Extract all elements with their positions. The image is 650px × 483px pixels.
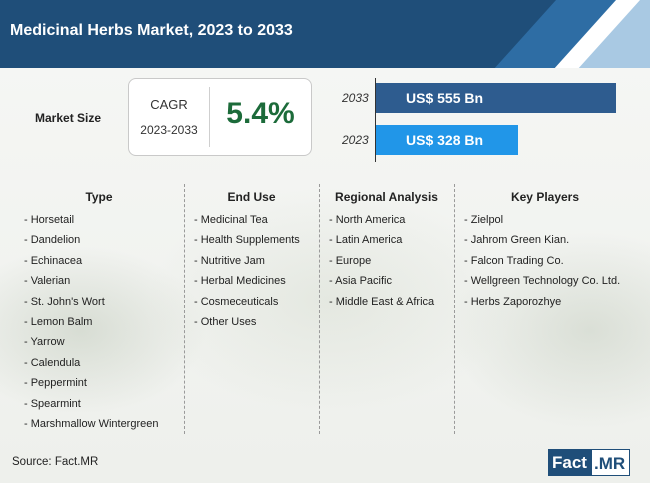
factmr-logo: Fact .MR [548,449,631,476]
market-size-label: Market Size [35,111,102,125]
list-item: - Jahrom Green Kian. [464,234,570,247]
list-item: - North America [329,214,406,226]
column-divider [454,184,455,434]
column-heading: End Use [227,190,276,204]
list-item: - Echinacea [24,254,83,267]
bar-axis [375,78,376,162]
list-item: - Spearmint [24,397,81,410]
list-item: - Marshmallow Wintergreen [24,418,159,431]
list-item: - Health Supplements [194,234,300,247]
cagr-label: CAGR [150,97,188,112]
list-item: - Lemon Balm [24,316,93,329]
list-item: - Herbs Zaporozhye [464,295,562,308]
cagr-card: CAGR 2023-2033 5.4% [128,78,312,156]
list-item: - Horsetail [24,214,75,226]
list-item: - Yarrow [24,336,65,349]
bar-year-label: 2023 [342,133,369,147]
list-item: - Calendula [24,356,81,369]
list-item: - Falcon Trading Co. [464,254,564,267]
segment-list: - North America - Latin America - Europe - … [319,210,454,312]
page-title: Medicinal Herbs Market, 2023 to 2033 [10,22,293,39]
cagr-value: 5.4% [226,97,295,130]
list-item: - Other Uses [194,316,257,329]
cagr-period: 2023-2033 [140,123,198,137]
title-banner: Medicinal Herbs Market, 2023 to 2033 [0,0,650,68]
segment-column: Key Players - Zielpol - Jahrom Green Kian.… [454,180,636,438]
segment-list: - Zielpol - Jahrom Green Kian. - Falcon Tr… [454,210,636,312]
list-item: - Middle East & Africa [329,295,435,308]
list-item: - Medicinal Tea [194,214,268,226]
segmentation-columns: Type - Horsetail - Dandelion - Echinacea - V… [14,180,636,438]
list-item: - Nutritive Jam [194,254,265,267]
segment-list: - Horsetail - Dandelion - Echinacea - Valer… [14,210,184,434]
source-note: Source: Fact.MR [12,456,99,468]
segment-column: Regional Analysis - North America - Latin … [319,180,454,438]
column-divider [319,184,320,434]
list-item: - Dandelion [24,234,81,247]
cagr-divider [209,87,210,147]
segment-list: - Medicinal Tea - Health Supplements - Nut… [184,210,319,332]
bar-year-label: 2033 [342,91,369,105]
list-item: - Valerian [24,275,71,288]
list-item: - Cosmeceuticals [194,295,279,308]
column-heading: Type [85,190,113,204]
column-heading: Key Players [510,190,580,204]
column-heading: Regional Analysis [335,190,438,204]
segment-column: Type - Horsetail - Dandelion - Echinacea - V… [14,180,184,438]
column-divider [184,184,185,434]
list-item: - Peppermint [24,377,87,390]
list-item: - Latin America [329,234,403,247]
list-item: - Asia Pacific [329,275,392,288]
bar-2033: US$ 555 Bn [376,83,616,113]
bar-value-label: US$ 328 Bn [406,132,484,148]
list-item: - Europe [329,254,372,267]
bar-value-label: US$ 555 Bn [406,90,484,106]
list-item: - Wellgreen Technology Co. Ltd. [464,275,621,288]
bar-2023: US$ 328 Bn [376,125,518,155]
logo-text-mr: .MR [590,449,631,476]
list-item: - St. John's Wort [24,295,105,308]
segment-column: End Use - Medicinal Tea - Health Supplemen… [184,180,319,438]
list-item: - Herbal Medicines [194,275,286,288]
logo-text-fact: Fact [548,449,591,476]
list-item: - Zielpol [464,214,504,226]
